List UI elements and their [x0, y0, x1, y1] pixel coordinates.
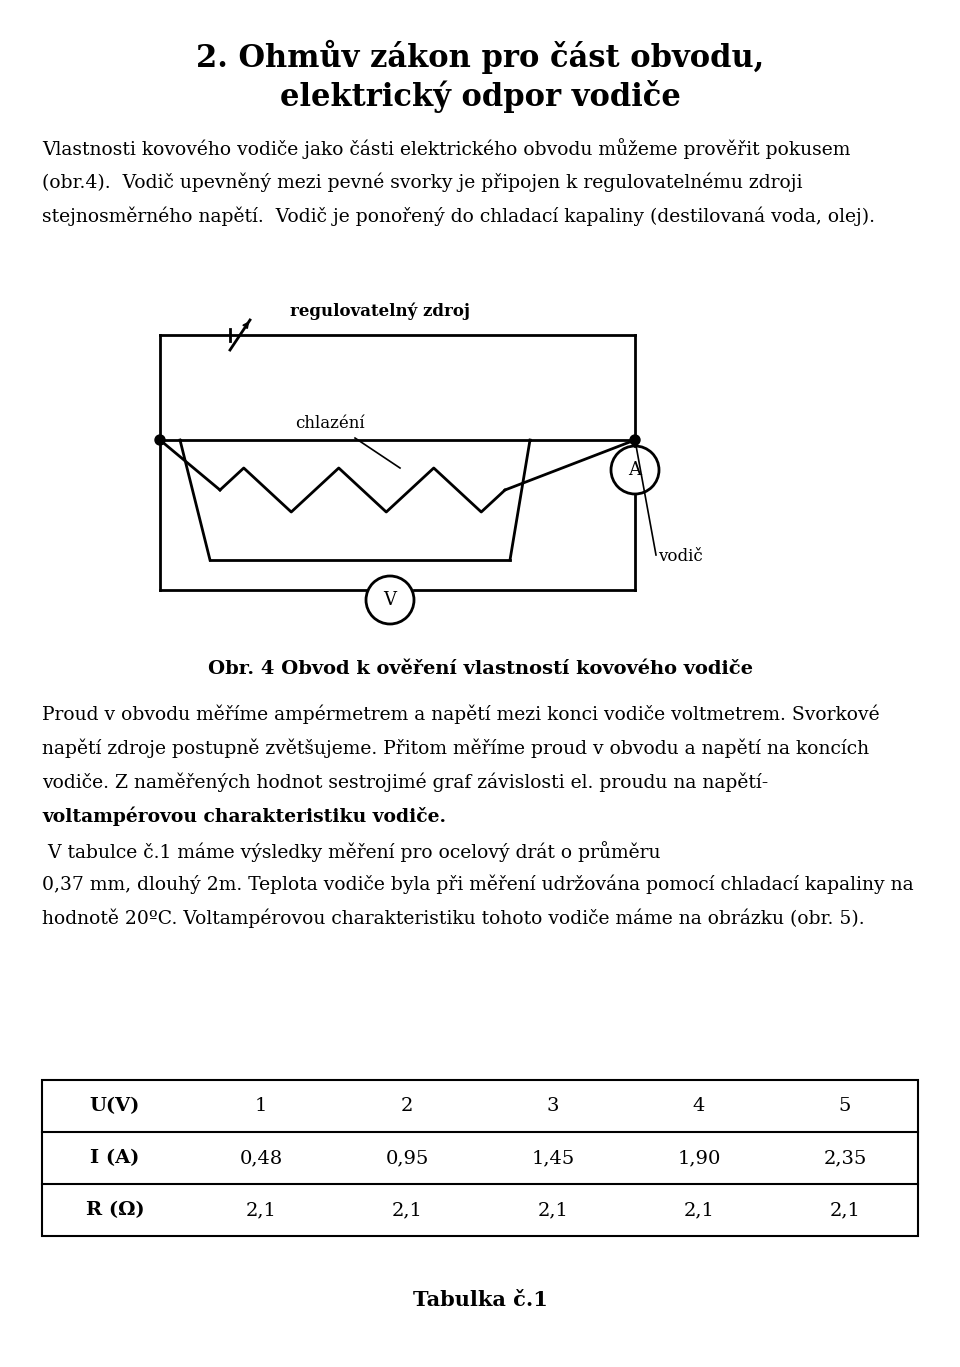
Text: 0,95: 0,95 [385, 1150, 429, 1167]
Text: 2. Ohmův zákon pro část obvodu,: 2. Ohmův zákon pro část obvodu, [196, 40, 764, 74]
Text: 2: 2 [401, 1096, 413, 1115]
Text: 1: 1 [254, 1096, 267, 1115]
Text: elektrický odpor vodiče: elektrický odpor vodiče [279, 81, 681, 113]
Text: hodnotě 20ºC. Voltampérovou charakteristiku tohoto vodiče máme na obrázku (obr. : hodnotě 20ºC. Voltampérovou charakterist… [42, 909, 865, 928]
Text: A: A [629, 461, 641, 478]
Text: 5: 5 [839, 1096, 852, 1115]
Text: 2,1: 2,1 [392, 1202, 422, 1219]
Text: 2,35: 2,35 [824, 1150, 867, 1167]
Text: R (Ω): R (Ω) [85, 1202, 144, 1219]
Text: chlazéní: chlazéní [295, 416, 365, 432]
Text: napětí zdroje postupně zvětšujeme. Přitom měříme proud v obvodu a napětí na konc: napětí zdroje postupně zvětšujeme. Přito… [42, 740, 869, 759]
Circle shape [155, 435, 165, 446]
Circle shape [611, 446, 659, 493]
Text: I (A): I (A) [90, 1150, 140, 1167]
Circle shape [366, 576, 414, 623]
Text: 0,48: 0,48 [239, 1150, 282, 1167]
Text: Tabulka č.1: Tabulka č.1 [413, 1290, 547, 1310]
Text: V tabulce č.1 máme výsledky měření pro ocelový drát o průměru: V tabulce č.1 máme výsledky měření pro o… [42, 841, 660, 863]
Circle shape [630, 435, 640, 446]
Text: U(V): U(V) [90, 1096, 140, 1115]
Text: 0,37 mm, dlouhý 2m. Teplota vodiče byla při měření udržována pomocí chladací kap: 0,37 mm, dlouhý 2m. Teplota vodiče byla … [42, 875, 914, 894]
Text: Vlastnosti kovového vodiče jako části elektrického obvodu můžeme prověřit pokuse: Vlastnosti kovového vodiče jako části el… [42, 138, 851, 159]
Text: 1,45: 1,45 [532, 1150, 575, 1167]
Text: V: V [383, 591, 396, 610]
Text: Proud v obvodu měříme ampérmetrem a napětí mezi konci vodiče voltmetrem. Svorkov: Proud v obvodu měříme ampérmetrem a napě… [42, 705, 879, 725]
Text: 2,1: 2,1 [538, 1202, 568, 1219]
Text: 4: 4 [693, 1096, 706, 1115]
Text: Obr. 4 Obvod k ověření vlastností kovového vodiče: Obr. 4 Obvod k ověření vlastností kovové… [207, 660, 753, 678]
Text: regulovatelný zdroj: regulovatelný zdroj [290, 303, 470, 320]
Text: vodič: vodič [658, 548, 703, 565]
Text: 3: 3 [547, 1096, 560, 1115]
Text: stejnosměrného napětí.  Vodič je ponořený do chladací kapaliny (destilovaná voda: stejnosměrného napětí. Vodič je ponořený… [42, 206, 875, 226]
Text: 2,1: 2,1 [829, 1202, 860, 1219]
Bar [42, 1080, 918, 1236]
Text: (obr.4).  Vodič upevněný mezi pevné svorky je připojen k regulovatelnému zdroji: (obr.4). Vodič upevněný mezi pevné svork… [42, 172, 803, 191]
Text: 2,1: 2,1 [684, 1202, 714, 1219]
Text: voltampérovou charakteristiku vodiče.: voltampérovou charakteristiku vodiče. [42, 807, 446, 827]
Text: vodiče. Z naměřených hodnot sestrojimé graf závislosti el. proudu na napětí-: vodiče. Z naměřených hodnot sestrojimé g… [42, 772, 775, 793]
Text: 2,1: 2,1 [246, 1202, 276, 1219]
Text: 1,90: 1,90 [678, 1150, 721, 1167]
